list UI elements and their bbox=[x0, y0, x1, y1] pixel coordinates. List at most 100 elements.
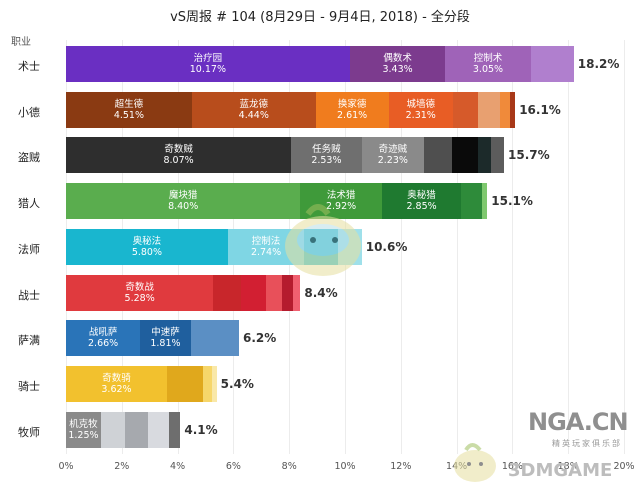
segment-value: 2.92% bbox=[325, 201, 357, 213]
segment-name: 奇数贼 bbox=[164, 144, 193, 156]
segment-value: 2.31% bbox=[405, 109, 436, 121]
bar-segment bbox=[510, 91, 516, 128]
row-header: 职业 bbox=[11, 37, 31, 48]
segment-label: 奇数战 5.28% bbox=[66, 282, 213, 304]
bar-segment bbox=[213, 274, 242, 311]
segment-value: 2.85% bbox=[406, 201, 437, 213]
segment-value: 10.17% bbox=[189, 64, 226, 75]
segment-value: 4.44% bbox=[238, 109, 269, 121]
bar-segment bbox=[452, 91, 479, 128]
category-label: 小德 bbox=[18, 105, 40, 119]
bar-segment bbox=[451, 137, 479, 174]
segment-value: 3.62% bbox=[101, 383, 132, 395]
segment-value: 5.80% bbox=[131, 246, 162, 258]
category-label: 战士 bbox=[18, 288, 40, 302]
bar-row: 奇数贼 8.07% 任务贼 2.53% 奇迹贼 2.23% bbox=[66, 137, 505, 174]
segment-label: 偶数术 3.43% bbox=[350, 53, 446, 75]
bar-segment: 控制术 3.05% bbox=[445, 46, 531, 82]
bar-row: 魔块猎 8.40% 法术猎 2.92% 奥秘猎 2.85% bbox=[66, 183, 488, 220]
bar-segment: 中速萨 1.81% bbox=[140, 320, 191, 357]
segment-name: 治疗园 bbox=[193, 53, 223, 64]
total-label: 5.4% bbox=[220, 376, 254, 391]
category-label: 骑士 bbox=[18, 379, 40, 393]
x-tick-label: 12% bbox=[390, 461, 412, 472]
segment-value: 2.74% bbox=[250, 246, 282, 258]
segment-value: 2.23% bbox=[377, 155, 408, 167]
segment-name: 奥秘法 bbox=[132, 235, 162, 247]
segment-label: 中速萨 1.81% bbox=[140, 327, 190, 349]
x-tick-label: 16% bbox=[501, 461, 523, 472]
segment-label: 蓝龙德 4.44% bbox=[192, 99, 316, 121]
x-tick-label: 20% bbox=[613, 461, 635, 472]
bar-segment: 奇数战 5.28% bbox=[66, 274, 214, 311]
nga-watermark-text: NGA.CN bbox=[528, 408, 629, 436]
segment-value: 2.66% bbox=[88, 338, 119, 350]
bar-segment: 法术猎 2.92% bbox=[300, 183, 382, 220]
game-watermark: 3DMGAME bbox=[508, 460, 613, 481]
bar-segment bbox=[266, 274, 282, 311]
bar-segment bbox=[482, 183, 488, 220]
segment-name: 法术猎 bbox=[326, 190, 356, 202]
bar-row: 机克牧 1.25% bbox=[66, 411, 181, 448]
bar-segment bbox=[500, 91, 511, 128]
segment-name: 任务贼 bbox=[312, 144, 341, 156]
total-label: 16.1% bbox=[519, 102, 561, 117]
segment-label: 城墙德 2.31% bbox=[389, 99, 453, 121]
x-tick-label: 8% bbox=[281, 461, 297, 472]
bar-segment bbox=[148, 411, 170, 448]
segment-name: 偶数术 bbox=[383, 53, 412, 64]
mascot-small-watermark-icon bbox=[454, 443, 496, 482]
total-label: 15.1% bbox=[491, 194, 533, 209]
segment-name: 魔块猎 bbox=[168, 190, 198, 202]
mascot-watermark-icon bbox=[285, 204, 361, 276]
segment-label: 奇数骑 3.62% bbox=[66, 373, 167, 395]
segment-name: 奥秘猎 bbox=[407, 190, 436, 202]
segment-value: 4.51% bbox=[113, 109, 144, 121]
gridline bbox=[568, 40, 570, 454]
x-tick-label: 10% bbox=[334, 461, 356, 472]
segment-value: 2.53% bbox=[311, 155, 342, 167]
bar-segment: 超生德 4.51% bbox=[66, 91, 192, 128]
segment-label: 奥秘猎 2.85% bbox=[382, 190, 462, 212]
category-label: 法师 bbox=[18, 242, 40, 256]
x-tick-label: 2% bbox=[114, 461, 130, 472]
bar-segment bbox=[461, 183, 483, 220]
segment-label: 奥秘法 5.80% bbox=[66, 236, 228, 258]
segment-label: 控制术 3.05% bbox=[445, 53, 530, 75]
bar-segment: 魔块猎 8.40% bbox=[66, 183, 301, 220]
segment-name: 机克牧 bbox=[69, 418, 98, 430]
total-label: 10.6% bbox=[365, 239, 408, 254]
nga-watermark: NGA.CN bbox=[528, 408, 629, 436]
bar-segment bbox=[241, 274, 267, 311]
segment-name: 战吼萨 bbox=[88, 327, 118, 339]
category-label: 术士 bbox=[18, 60, 40, 73]
gridline bbox=[624, 40, 625, 454]
segment-name: 奇数骑 bbox=[102, 372, 131, 384]
total-label: 18.2% bbox=[577, 57, 620, 71]
segment-label: 治疗园 10.17% bbox=[66, 53, 350, 75]
segment-value: 1.81% bbox=[150, 338, 181, 350]
segment-name: 蓝龙德 bbox=[239, 98, 269, 110]
segment-name: 控制术 bbox=[473, 53, 503, 64]
segment-label: 换家德 2.61% bbox=[316, 99, 389, 121]
segment-name: 奇数战 bbox=[125, 281, 154, 293]
total-label: 6.2% bbox=[242, 331, 277, 346]
bar-segment: 战吼萨 2.66% bbox=[66, 320, 141, 357]
total-label: 15.7% bbox=[508, 148, 550, 163]
bar-segment: 奥秘猎 2.85% bbox=[381, 183, 462, 220]
gridline bbox=[400, 40, 402, 454]
segment-value: 1.25% bbox=[68, 429, 99, 441]
bar-segment: 奇迹贼 2.23% bbox=[361, 137, 424, 174]
bar-row: 治疗园 10.17% 偶数术 3.43% 控制术 3.05% bbox=[66, 46, 574, 82]
bar-row: 战吼萨 2.66% 中速萨 1.81% bbox=[66, 320, 239, 357]
segment-label: 战吼萨 2.66% bbox=[66, 327, 140, 349]
bar-segment bbox=[281, 274, 294, 311]
nga-watermark-subtitle: 精英玩家俱乐部 bbox=[552, 439, 622, 448]
bar-segment bbox=[124, 411, 149, 448]
segment-label: 任务贼 2.53% bbox=[291, 144, 362, 166]
segment-name: 超生德 bbox=[114, 98, 144, 110]
bar-segment bbox=[293, 274, 301, 311]
segment-label: 魔块猎 8.40% bbox=[66, 190, 300, 212]
category-label: 牧师 bbox=[18, 425, 40, 439]
segment-name: 控制法 bbox=[251, 235, 281, 247]
